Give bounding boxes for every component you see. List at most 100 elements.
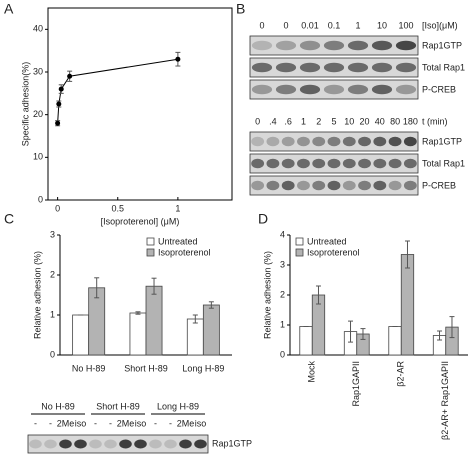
- blot-band: [388, 158, 402, 169]
- blot-band: [342, 136, 356, 147]
- x-tick-label: Short H-89: [124, 363, 168, 373]
- blot-band: [312, 180, 326, 191]
- blot-band: [373, 136, 387, 147]
- y-tick-label: 20: [33, 109, 43, 119]
- y-tick-label: 1: [280, 319, 285, 329]
- lane-label: 100: [398, 20, 413, 30]
- y-tick-label: 40: [33, 24, 43, 34]
- panel-label: B: [236, 1, 245, 17]
- blot-band: [251, 180, 265, 191]
- y-tick-label: 0: [280, 349, 285, 359]
- blot-band: [275, 84, 297, 95]
- y-axis-label: Specific adhesion(%): [20, 62, 30, 147]
- group-label: Long H-89: [157, 401, 199, 411]
- blot-band: [149, 439, 162, 449]
- blot-band: [327, 158, 341, 169]
- blot-band: [251, 158, 265, 169]
- blot-band: [323, 62, 345, 73]
- legend-label: Untreated: [307, 236, 347, 246]
- blot-row-label: P-CREB: [422, 84, 456, 94]
- blot-band: [179, 439, 192, 449]
- x-tick-label: 1: [175, 203, 180, 213]
- blot-band: [403, 180, 417, 191]
- blot-band: [251, 40, 273, 51]
- group-label: No H-89: [41, 401, 75, 411]
- legend-swatch: [295, 248, 304, 257]
- blot-row-label: Total Rap1: [422, 158, 465, 168]
- blot-band: [403, 158, 417, 169]
- blot-band: [251, 136, 265, 147]
- blot-band: [266, 136, 280, 147]
- blot-band: [281, 180, 295, 191]
- blot-band: [74, 439, 87, 449]
- x-tick-label: 0.5: [111, 203, 124, 213]
- lane-label: 1: [355, 20, 360, 30]
- blot-band: [403, 136, 417, 147]
- blot-band: [299, 40, 321, 51]
- lane-label: 0: [255, 116, 260, 126]
- lane-label: 2: [316, 116, 321, 126]
- blot-band: [388, 136, 402, 147]
- lane-label: .6: [284, 116, 292, 126]
- lane-label: 5: [331, 116, 336, 126]
- blot-band: [297, 158, 310, 169]
- bar: [145, 285, 163, 356]
- blot-band: [297, 180, 310, 191]
- blot-band: [164, 439, 177, 449]
- legend-swatch: [295, 237, 304, 246]
- lane-label: iso: [195, 418, 207, 428]
- blot-band: [134, 439, 147, 449]
- blot-band: [299, 62, 321, 73]
- blot-band: [89, 439, 102, 449]
- plot-frame: [47, 7, 233, 201]
- data-point: [175, 56, 181, 62]
- blot-band: [371, 40, 393, 51]
- blot-band: [104, 439, 117, 449]
- lane-label: 0: [259, 20, 264, 30]
- lane-label: 2Me: [177, 418, 195, 428]
- blot-band: [275, 62, 297, 73]
- blot-band: [59, 439, 72, 449]
- x-tick-label: β2-AR+ Rap1GAPII: [440, 361, 450, 440]
- blot-band: [266, 180, 280, 191]
- y-tick-label: 2: [280, 289, 285, 299]
- data-point: [56, 101, 62, 107]
- lane-label: .4: [269, 116, 277, 126]
- y-tick-label: 30: [33, 66, 43, 76]
- y-tick-label: 0: [38, 194, 43, 204]
- group-label: Short H-89: [96, 401, 140, 411]
- blot-band: [395, 84, 417, 95]
- data-line: [57, 58, 178, 124]
- lane-label: 80: [390, 116, 400, 126]
- blot-band: [327, 136, 341, 147]
- lane-label: -: [109, 418, 112, 428]
- blot-row: [27, 434, 209, 454]
- x-tick-label: No H-89: [72, 363, 106, 373]
- blot-band: [342, 180, 356, 191]
- x-tick-label: Rap1GAPII: [351, 361, 361, 407]
- y-tick-label: 3: [280, 259, 285, 269]
- legend-label: Isoproterenol: [158, 247, 211, 257]
- lane-label: 40: [375, 116, 385, 126]
- lane-label: 1: [301, 116, 306, 126]
- panel-label: A: [4, 1, 14, 17]
- lane-label: 180: [403, 116, 418, 126]
- blot-band: [281, 136, 295, 147]
- lane-label: 20: [360, 116, 370, 126]
- y-axis-label: Relative adhesion (%): [262, 251, 272, 339]
- blot-band: [373, 180, 387, 191]
- legend-label: Isoproterenol: [307, 247, 360, 257]
- blot-band: [358, 136, 371, 147]
- legend-label: Untreated: [158, 236, 198, 246]
- blot-band: [44, 439, 57, 449]
- blot-band: [251, 84, 273, 95]
- blot-row-label: Rap1GTP: [422, 136, 462, 146]
- blot-band: [371, 62, 393, 73]
- blot-band: [358, 158, 371, 169]
- blot-band: [299, 84, 321, 95]
- y-tick-label: 4: [280, 229, 285, 239]
- blot-band: [323, 84, 345, 95]
- lane-label: 10: [377, 20, 387, 30]
